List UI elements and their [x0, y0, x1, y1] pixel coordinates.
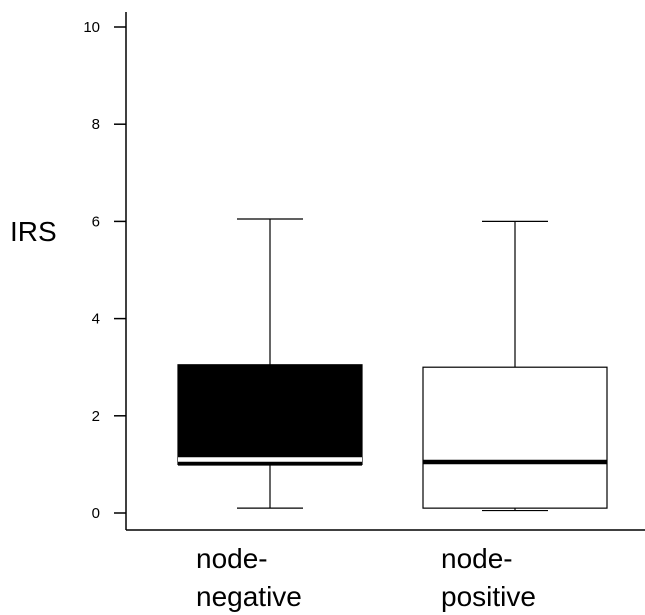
category-label: node-	[441, 543, 513, 574]
y-tick-label: 6	[92, 213, 100, 230]
boxes	[177, 218, 608, 512]
box-iqr	[177, 364, 363, 465]
box-1	[177, 218, 363, 509]
axes	[125, 12, 645, 531]
box-iqr	[422, 366, 608, 509]
box-2	[422, 220, 608, 512]
category-label: positive	[441, 581, 536, 612]
y-ticks: 0 2 4 6 8 10	[83, 19, 126, 522]
y-tick-label: 0	[92, 505, 100, 522]
y-tick-label: 10	[83, 19, 100, 36]
category-labels: node-negative node-positive	[196, 543, 536, 612]
y-tick-label: 4	[92, 311, 100, 328]
y-tick-label: 8	[92, 116, 100, 133]
y-axis-label: IRS	[10, 216, 57, 247]
category-label: negative	[196, 581, 302, 612]
y-tick-label: 2	[92, 408, 100, 425]
category-label: node-	[196, 543, 268, 574]
